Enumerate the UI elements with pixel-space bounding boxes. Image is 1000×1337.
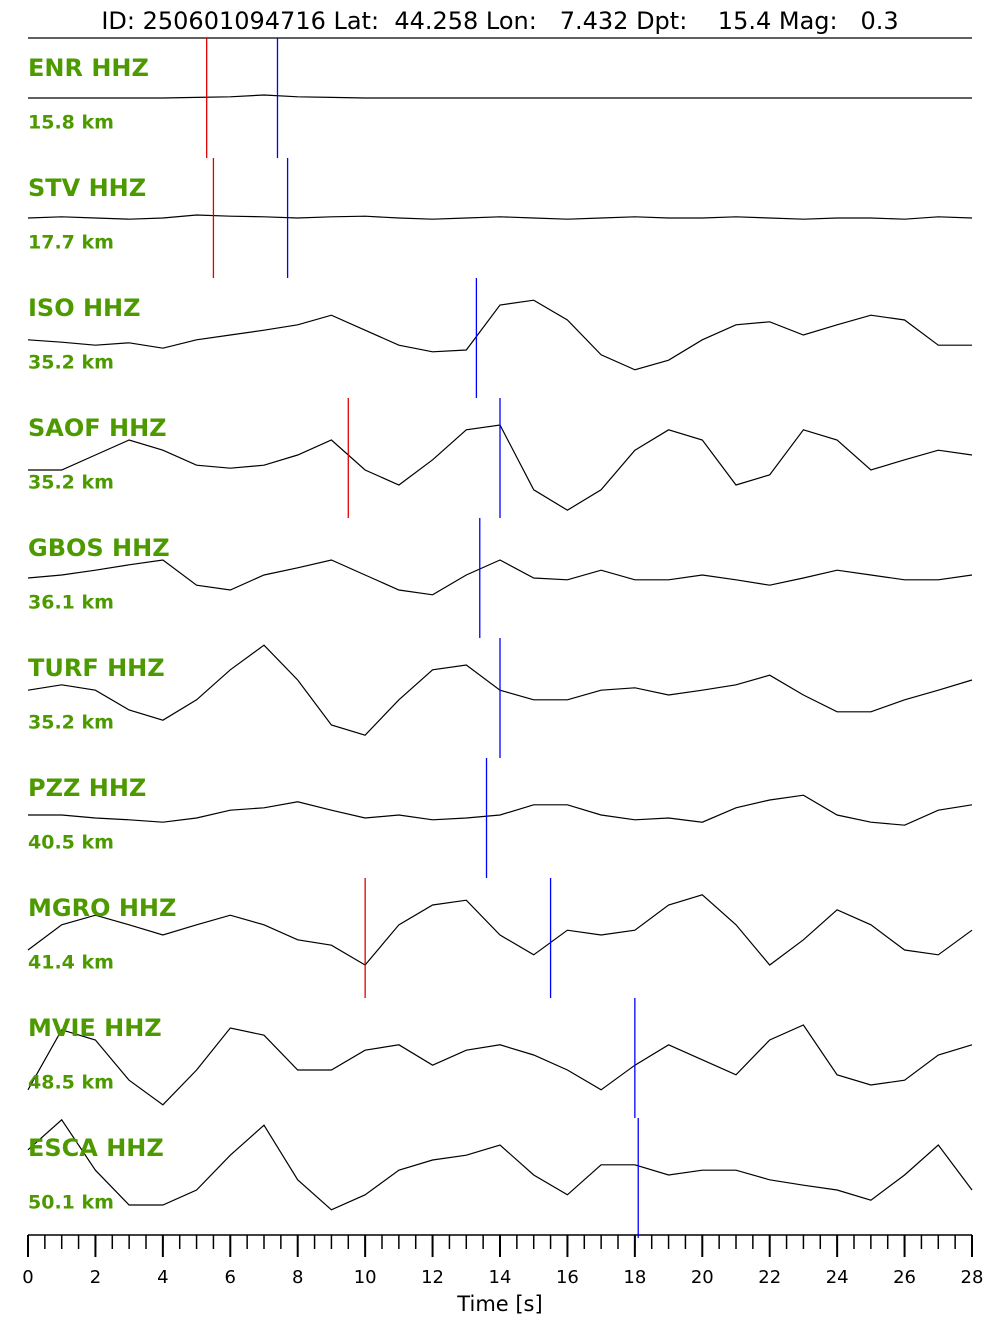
station-label: STV HHZ (28, 174, 146, 202)
waveform (28, 794, 973, 826)
distance-label: 50.1 km (28, 1192, 114, 1214)
x-tick-label: 14 (489, 1267, 512, 1288)
x-tick-label: 18 (623, 1267, 646, 1288)
waveform (27, 894, 973, 966)
chart-title: ID: 250601094716 Lat: 44.258 Lon: 7.432 … (101, 7, 898, 35)
distance-label: 17.7 km (28, 232, 114, 254)
waveform (27, 559, 973, 596)
distance-label: 40.5 km (28, 832, 114, 854)
x-tick-label: 20 (691, 1267, 714, 1288)
waveform (27, 214, 973, 220)
x-axis-label: Time [s] (456, 1292, 542, 1316)
station-label: ISO HHZ (28, 294, 141, 322)
distance-label: 36.1 km (28, 592, 114, 614)
x-tick-label: 0 (22, 1267, 33, 1288)
distance-label: 41.4 km (28, 952, 114, 974)
waveform (28, 94, 972, 99)
station-label: MGRO HHZ (28, 894, 176, 922)
x-tick-label: 26 (893, 1267, 916, 1288)
distance-label: 35.2 km (28, 352, 114, 374)
waveform (27, 299, 972, 371)
distance-label: 35.2 km (28, 712, 114, 734)
waveform (27, 1118, 973, 1211)
waveform (27, 1024, 973, 1106)
x-tick-label: 24 (826, 1267, 849, 1288)
station-label: ENR HHZ (28, 54, 149, 82)
x-tick-label: 2 (90, 1267, 101, 1288)
x-tick-label: 4 (157, 1267, 168, 1288)
distance-label: 48.5 km (28, 1072, 114, 1094)
station-label: PZZ HHZ (28, 774, 146, 802)
station-label: TURF HHZ (28, 654, 165, 682)
x-tick-label: 10 (354, 1267, 377, 1288)
station-label: SAOF HHZ (28, 414, 167, 442)
x-tick-label: 28 (961, 1267, 984, 1288)
x-tick-label: 12 (421, 1267, 444, 1288)
x-tick-label: 16 (556, 1267, 579, 1288)
station-label: MVIE HHZ (28, 1014, 162, 1042)
distance-label: 35.2 km (28, 472, 114, 494)
x-tick-label: 22 (758, 1267, 781, 1288)
x-tick-label: 8 (292, 1267, 303, 1288)
station-label: GBOS HHZ (28, 534, 170, 562)
distance-label: 15.8 km (28, 112, 114, 134)
x-tick-label: 6 (225, 1267, 236, 1288)
station-label: ESCA HHZ (28, 1134, 164, 1162)
